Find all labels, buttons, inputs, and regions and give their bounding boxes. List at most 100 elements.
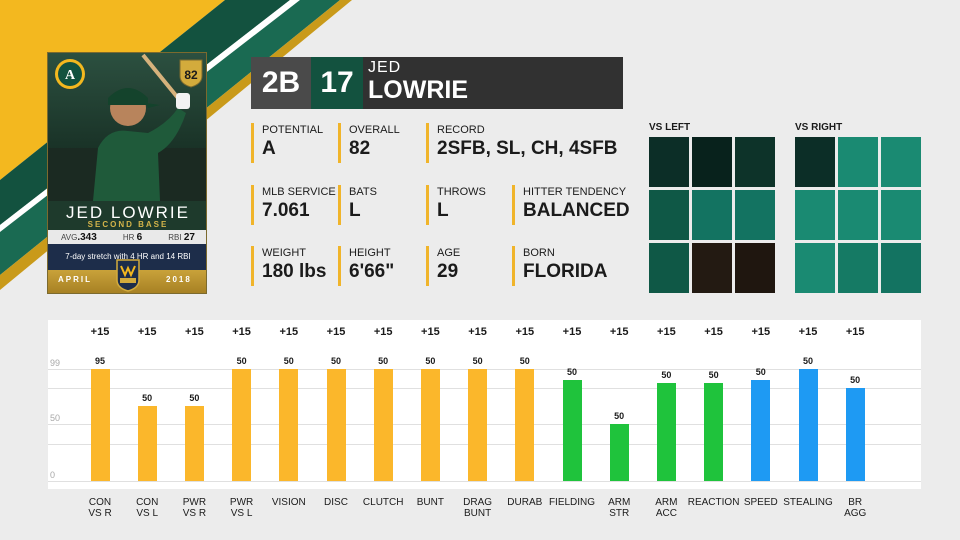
boost-label: +15 bbox=[279, 326, 299, 338]
vs-right-zone-cell bbox=[795, 137, 835, 187]
attribute-bar bbox=[326, 369, 346, 481]
boost-label: +15 bbox=[704, 326, 723, 338]
attribute-bar bbox=[609, 424, 629, 481]
boost-label: +15 bbox=[373, 326, 393, 338]
player-of-month-badge-icon bbox=[116, 259, 140, 292]
team-logo: A bbox=[55, 59, 85, 89]
attribute-bar bbox=[468, 369, 488, 481]
vs-left-zone-cell bbox=[692, 137, 732, 187]
info-mlb-service: MLB SERVICE 7.061 bbox=[251, 185, 336, 225]
x-category-label: STEALING bbox=[783, 497, 833, 508]
x-category-label: VISION bbox=[271, 497, 306, 508]
card-stat-rbi: RBI 27 bbox=[168, 231, 195, 243]
bar-value-label: 50 bbox=[142, 393, 153, 404]
y-tick-label: 0 bbox=[50, 470, 56, 480]
x-category-label: CON VS R bbox=[88, 497, 112, 519]
bar-value-label: 50 bbox=[425, 356, 436, 366]
vs-right-zone-cell bbox=[795, 190, 835, 240]
vs-left-title: VS LEFT bbox=[649, 122, 691, 133]
x-category-label: DISC bbox=[324, 497, 348, 508]
x-category-label: CLUTCH bbox=[362, 497, 404, 508]
attribute-bar bbox=[279, 369, 299, 481]
header-last-name: LOWRIE bbox=[368, 76, 468, 104]
attribute-bar bbox=[845, 388, 865, 481]
attribute-bar bbox=[798, 369, 818, 481]
card-stat-line: AVG.343 HR 6 RBI 27 bbox=[48, 230, 206, 244]
bar-value-label: 50 bbox=[378, 356, 389, 366]
bar-value-label: 50 bbox=[519, 356, 530, 366]
info-born: BORN FLORIDA bbox=[512, 246, 607, 286]
bar-value-label: 50 bbox=[566, 367, 577, 378]
svg-text:A: A bbox=[65, 68, 76, 83]
vs-right-zone-cell bbox=[838, 137, 878, 187]
card-month: APRIL bbox=[58, 275, 92, 284]
attribute-bar bbox=[751, 380, 771, 481]
y-tick-label: 50 bbox=[50, 413, 61, 423]
attribute-bar bbox=[90, 369, 110, 481]
boost-label: +15 bbox=[751, 326, 771, 338]
attribute-bar bbox=[373, 369, 393, 481]
info-height: HEIGHT 6'66" bbox=[338, 246, 394, 286]
x-category-label: FIELDING bbox=[548, 497, 596, 508]
info-age: AGE 29 bbox=[426, 246, 460, 286]
card-rating: 82 bbox=[184, 68, 198, 82]
bar-value-label: 50 bbox=[661, 369, 672, 380]
vs-left-zone-cell bbox=[735, 137, 775, 187]
attribute-bar bbox=[515, 369, 535, 481]
bar-value-label: 50 bbox=[614, 411, 625, 422]
boost-label: +15 bbox=[232, 326, 251, 338]
card-player-name: JED LOWRIE bbox=[66, 203, 190, 222]
bar-value-label: 50 bbox=[189, 393, 200, 404]
bar-value-label: 50 bbox=[755, 367, 766, 378]
vs-left-zone-cell bbox=[735, 243, 775, 293]
attribute-bar bbox=[656, 382, 676, 481]
boost-label: +15 bbox=[468, 326, 487, 338]
info-weight: WEIGHT 180 lbs bbox=[251, 246, 326, 286]
boost-label: +15 bbox=[326, 326, 346, 338]
bar-value-label: 50 bbox=[236, 356, 247, 366]
boost-label: +15 bbox=[562, 326, 582, 338]
bar-value-label: 95 bbox=[94, 356, 105, 366]
boost-label: +15 bbox=[798, 326, 818, 338]
boost-label: +15 bbox=[185, 326, 204, 338]
attribute-bar bbox=[420, 369, 440, 481]
x-category-label: DURAB bbox=[507, 497, 543, 508]
info-record: RECORD 2SFB, SL, CH, 4SFB bbox=[426, 123, 618, 163]
boost-label: +15 bbox=[137, 326, 157, 338]
attribute-bar bbox=[704, 382, 724, 481]
info-hitter-tendency: HITTER TENDENCY BALANCED bbox=[512, 185, 630, 225]
x-category-label: ARM STR bbox=[608, 497, 631, 519]
vs-left-zone-grid bbox=[649, 137, 775, 293]
attribute-bar bbox=[562, 380, 582, 481]
vs-right-zone-cell bbox=[881, 243, 921, 293]
vs-left-zone-cell bbox=[692, 243, 732, 293]
bar-value-label: 50 bbox=[472, 356, 483, 366]
vs-right-zone-cell bbox=[881, 137, 921, 187]
x-category-label: REACTION bbox=[687, 497, 740, 508]
bar-value-label: 50 bbox=[850, 375, 861, 386]
boost-label: +15 bbox=[609, 326, 629, 338]
vs-left-zone-cell bbox=[649, 243, 689, 293]
bar-value-label: 50 bbox=[283, 356, 294, 366]
y-tick-label: 99 bbox=[50, 358, 61, 368]
boost-label: +15 bbox=[845, 326, 865, 338]
card-position: SECOND BASE bbox=[87, 220, 169, 229]
boost-label: +15 bbox=[515, 326, 535, 338]
bar-value-label: 50 bbox=[802, 356, 813, 366]
header-position: 2B bbox=[251, 57, 311, 109]
vs-right-zone-cell bbox=[795, 243, 835, 293]
vs-right-zone-cell bbox=[881, 190, 921, 240]
x-category-label: SPEED bbox=[743, 497, 778, 508]
bar-value-label: 50 bbox=[708, 369, 719, 380]
x-category-label: PWR VS L bbox=[229, 497, 254, 519]
bar-value-label: 50 bbox=[330, 356, 341, 366]
player-card[interactable]: A 82 JED LOWRIE SECOND BASE AVG.343 HR 6… bbox=[47, 52, 207, 294]
x-category-label: BR AGG bbox=[844, 497, 867, 519]
attribute-bar bbox=[137, 406, 157, 481]
info-throws: THROWS L bbox=[426, 185, 486, 225]
vs-right-zone-cell bbox=[838, 243, 878, 293]
boost-label: +15 bbox=[90, 326, 110, 338]
x-category-label: BUNT bbox=[416, 497, 444, 508]
card-stat-hr: HR 6 bbox=[122, 231, 143, 243]
attribute-bar bbox=[232, 369, 252, 481]
